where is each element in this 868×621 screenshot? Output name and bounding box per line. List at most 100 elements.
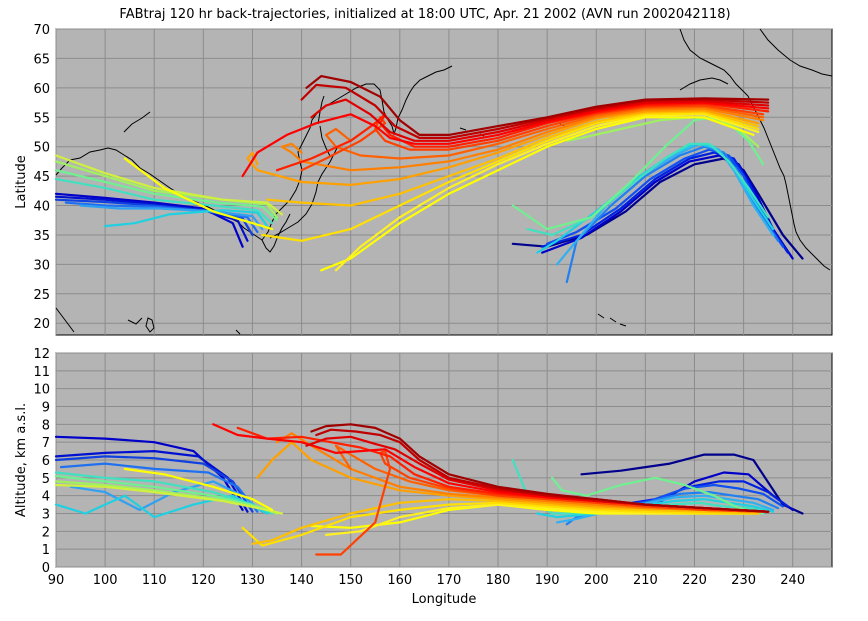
alt-y-tick-2: 2 (42, 525, 50, 540)
alt-x-tick-3: 120 (191, 573, 216, 588)
alt-x-tick-7: 160 (387, 573, 412, 588)
altitude-x-tick-labels: 90 100 110 120 130 140 150 160 170 180 190 200 210 22… (48, 573, 805, 588)
alt-x-tick-14: 230 (731, 573, 756, 588)
alt-x-tick-4: 130 (240, 573, 265, 588)
alt-x-tick-8: 170 (436, 573, 461, 588)
alt-y-tick-8: 8 (42, 418, 50, 433)
alt-y-tick-0: 0 (42, 561, 50, 576)
map-trajectory-31 (310, 98, 770, 142)
map-y-tick-3: 35 (33, 229, 50, 244)
alt-y-tick-3: 3 (42, 508, 50, 523)
alt-x-tick-10: 190 (535, 573, 560, 588)
coastline-hawaii (597, 313, 627, 327)
map-trajectory-25 (246, 109, 760, 186)
alt-trajectory-17 (536, 498, 775, 519)
alt-trajectory-0 (54, 435, 244, 511)
alt-trajectory-10 (123, 467, 274, 511)
coastline-alaska-peninsula (679, 28, 833, 91)
map-trajectory-23 (261, 111, 760, 242)
map-y-tick-labels: 20 25 30 35 40 45 50 55 60 65 70 (33, 23, 50, 332)
alt-y-tick-10: 10 (33, 383, 50, 398)
coastline-sakhalin (317, 95, 325, 125)
coastline-north-america (679, 28, 831, 271)
map-trajectory-33 (305, 74, 770, 136)
coastline-taiwan (145, 317, 155, 333)
alt-trajectory-16 (555, 494, 775, 524)
altitude-trajectories (54, 423, 804, 556)
coastline-philippine (235, 329, 241, 335)
map-trajectory-10 (123, 157, 274, 231)
map-trajectory-4 (79, 204, 264, 231)
alt-trajectory-28 (315, 450, 765, 556)
map-y-tick-5: 45 (33, 170, 50, 185)
map-y-tick-6: 50 (33, 141, 50, 156)
map-y-tick-1: 25 (33, 288, 50, 303)
alt-y-tick-12: 12 (33, 347, 50, 362)
alt-x-tick-5: 140 (289, 573, 314, 588)
alt-trajectory-19 (550, 476, 765, 515)
alt-y-tick-6: 6 (42, 454, 50, 469)
map-trajectory-9 (54, 154, 283, 216)
map-trajectories (54, 74, 804, 284)
map-y-tick-4: 40 (33, 200, 50, 215)
alt-x-tick-6: 150 (338, 573, 363, 588)
map-y-tick-7: 55 (33, 111, 50, 126)
alt-trajectory-23 (241, 501, 760, 547)
alt-x-tick-13: 220 (682, 573, 707, 588)
altitude-y-axis-label: Altitude, km a.s.l. (14, 403, 29, 517)
map-plot-area (55, 28, 833, 336)
map-y-tick-2: 30 (33, 258, 50, 273)
map-y-tick-8: 60 (33, 82, 50, 97)
map-trajectory-0 (54, 192, 244, 248)
map-panel: 20 25 30 35 40 45 50 55 60 65 70 Latitude (14, 23, 833, 336)
alt-trajectory-3 (59, 462, 259, 513)
map-trajectory-11 (511, 157, 804, 260)
alt-x-tick-0: 90 (48, 573, 65, 588)
alt-x-tick-1: 100 (93, 573, 118, 588)
alt-y-tick-9: 9 (42, 401, 50, 416)
x-axis-label: Longitude (412, 592, 477, 607)
alt-y-tick-7: 7 (42, 436, 50, 451)
map-trajectory-18 (526, 142, 770, 237)
map-y-tick-10: 70 (33, 23, 50, 38)
alt-y-tick-5: 5 (42, 472, 50, 487)
map-y-axis-label: Latitude (14, 155, 29, 209)
map-y-tick-9: 65 (33, 52, 50, 67)
alt-y-tick-1: 1 (42, 543, 50, 558)
alt-x-tick-9: 180 (486, 573, 511, 588)
alt-trajectory-11 (580, 453, 804, 515)
alt-x-tick-12: 210 (633, 573, 658, 588)
alt-y-tick-4: 4 (42, 490, 50, 505)
alt-x-tick-15: 240 (780, 573, 805, 588)
map-trajectory-28 (300, 104, 765, 172)
coastline-korea (261, 213, 291, 253)
alt-trajectory-9 (54, 483, 283, 515)
alt-y-tick-11: 11 (33, 365, 50, 380)
alt-x-tick-2: 110 (142, 573, 167, 588)
map-trajectory-19 (511, 116, 765, 231)
map-y-tick-0: 20 (33, 317, 50, 332)
alt-x-tick-11: 200 (584, 573, 609, 588)
coastline-okhotsk-island (123, 111, 151, 133)
map-trajectory-21 (320, 116, 755, 272)
map-trajectory-26 (280, 107, 765, 172)
map-trajectory-24 (266, 110, 760, 207)
map-trajectory-5 (103, 209, 269, 228)
alt-trajectory-24 (251, 498, 760, 545)
map-trajectory-30 (241, 101, 770, 178)
alt-trajectory-5 (54, 494, 269, 519)
map-trajectory-8 (54, 160, 279, 219)
map-trajectory-27 (325, 105, 765, 160)
map-trajectory-22 (334, 113, 760, 272)
figure-title: FABtraj 120 hr back-trajectories, initia… (119, 7, 730, 22)
map-trajectory-17 (536, 142, 775, 254)
coastline-kamchatka (391, 65, 453, 136)
map-trajectory-29 (275, 102, 770, 172)
map-trajectory-6 (54, 178, 274, 225)
alt-trajectory-33 (310, 423, 770, 513)
map-trajectory-16 (555, 142, 775, 266)
map-trajectory-32 (300, 83, 770, 139)
